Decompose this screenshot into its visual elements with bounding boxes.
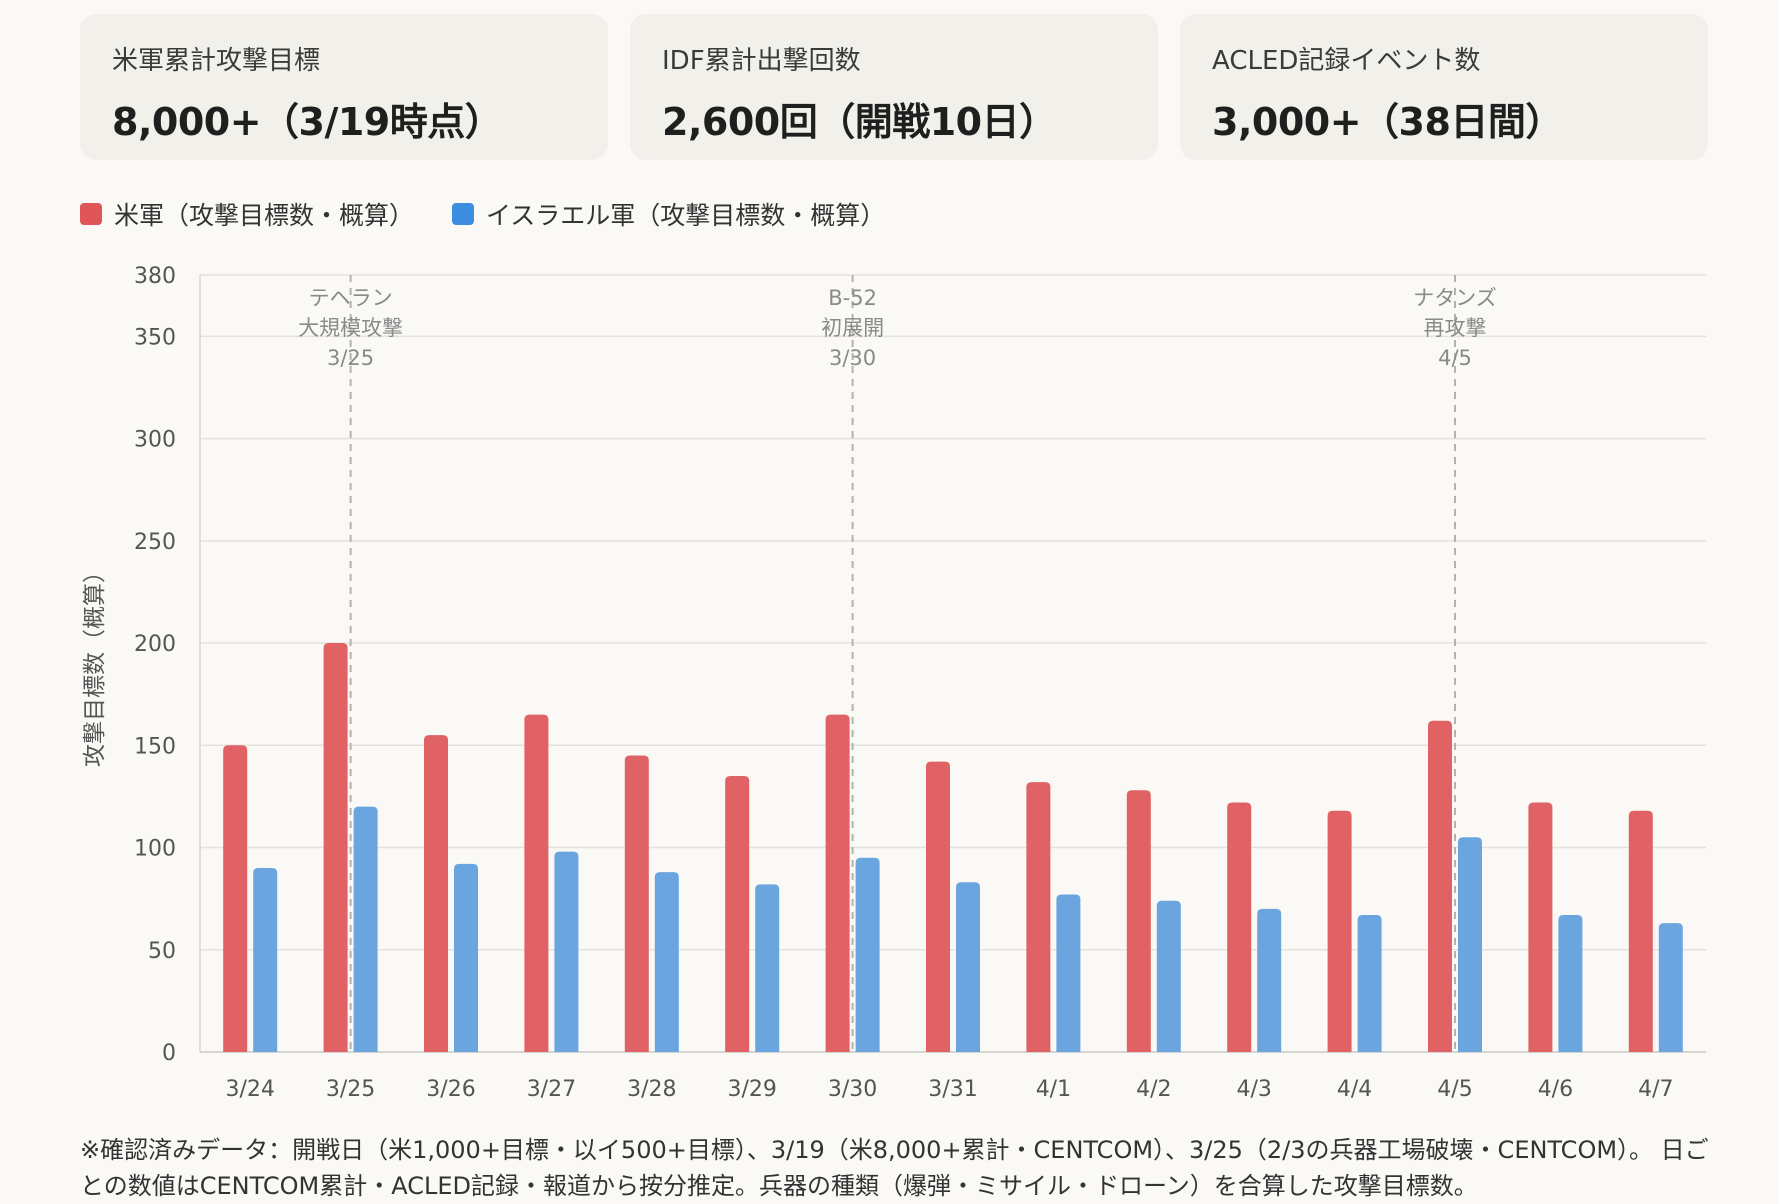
annotation-label: 大規模攻撃 xyxy=(298,316,403,340)
y-tick-label: 380 xyxy=(134,264,176,289)
legend-item-israel[interactable]: イスラエル軍（攻撃目標数・概算） xyxy=(452,196,885,232)
stat-card-label: 米軍累計攻撃目標 xyxy=(112,46,321,76)
bar-israel xyxy=(554,851,579,1052)
y-tick-label: 100 xyxy=(134,837,176,862)
annotation-label: テヘラン xyxy=(309,286,393,310)
bar-chart: 0 50 100 150 200 250 300 350 380 攻撃目標数（概算） テヘラン大規模… xyxy=(82,264,1706,1102)
bar-us xyxy=(1628,810,1653,1052)
x-tick-label: 4/7 xyxy=(1638,1077,1673,1102)
bar-israel xyxy=(1658,923,1683,1052)
x-tick-label: 3/25 xyxy=(326,1077,375,1102)
bar-us xyxy=(223,745,248,1052)
legend-item-us[interactable]: 米軍（攻撃目標数・概算） xyxy=(80,196,414,232)
bar-israel xyxy=(353,806,378,1052)
y-tick-label: 150 xyxy=(134,734,176,759)
chart-legend: 米軍（攻撃目標数・概算） イスラエル軍（攻撃目標数・概算） xyxy=(80,196,923,232)
legend-label-us: 米軍（攻撃目標数・概算） xyxy=(114,201,415,230)
x-tick-label: 4/1 xyxy=(1036,1077,1071,1102)
legend-swatch-us xyxy=(80,203,102,225)
bar-us xyxy=(524,714,549,1052)
x-tick-label: 3/28 xyxy=(627,1077,676,1102)
annotation-label: ナタンズ xyxy=(1413,286,1497,310)
summary-cards: 米軍累計攻撃目標 8,000+（3/19時点） IDF累計出撃回数 2,600回… xyxy=(80,14,1708,160)
x-tick-label: 3/31 xyxy=(928,1077,977,1102)
annotation-label: 4/5 xyxy=(1438,346,1472,370)
bar-israel xyxy=(1056,894,1081,1052)
y-tick-label: 50 xyxy=(148,939,176,964)
x-tick-label: 4/6 xyxy=(1538,1077,1573,1102)
bar-israel xyxy=(253,867,278,1052)
y-tick-label: 350 xyxy=(134,325,176,350)
bar-us xyxy=(1528,802,1553,1052)
stat-card-value: 2,600回（開戦10日） xyxy=(662,100,1057,144)
bar-israel xyxy=(1357,915,1382,1052)
y-tick-label: 200 xyxy=(134,632,176,657)
y-tick-label: 250 xyxy=(134,530,176,555)
x-tick-label: 4/4 xyxy=(1337,1077,1372,1102)
annotation-label: 3/25 xyxy=(327,346,374,370)
x-tick-label: 4/5 xyxy=(1437,1077,1472,1102)
bar-israel xyxy=(1458,837,1482,1052)
stat-card-us-targets: 米軍累計攻撃目標 8,000+（3/19時点） xyxy=(80,14,608,160)
bar-us xyxy=(624,755,649,1052)
stat-card-value: 3,000+（38日間） xyxy=(1212,100,1563,144)
footnote: ※確認済みデータ：開戦日（米1,000+目標・以イ500+目標）、3/19（米8… xyxy=(80,1136,1709,1200)
bar-us xyxy=(725,775,750,1052)
x-tick-label: 3/29 xyxy=(727,1077,776,1102)
bar-us xyxy=(1227,802,1252,1052)
stat-card-acled-events: ACLED記録イベント数 3,000+（38日間） xyxy=(1180,14,1708,160)
bar-israel xyxy=(755,884,780,1052)
x-tick-label: 3/24 xyxy=(225,1077,274,1102)
legend-label-israel: イスラエル軍（攻撃目標数・概算） xyxy=(486,201,886,230)
stat-card-label: ACLED記録イベント数 xyxy=(1212,46,1481,76)
bar-us xyxy=(1126,790,1151,1052)
y-tick-label: 300 xyxy=(134,428,176,453)
bar-us xyxy=(926,761,950,1052)
y-tick-label: 0 xyxy=(162,1041,176,1066)
annotation-label: B-52 xyxy=(828,286,877,310)
stat-card-idf-sorties: IDF累計出撃回数 2,600回（開戦10日） xyxy=(630,14,1158,160)
annotation-label: 再攻撃 xyxy=(1424,316,1487,340)
x-tick-label: 4/2 xyxy=(1136,1077,1171,1102)
x-tick-label: 3/27 xyxy=(527,1077,576,1102)
bar-us xyxy=(825,714,850,1052)
bar-us xyxy=(323,643,348,1052)
bar-us xyxy=(1428,720,1452,1052)
x-tick-label: 3/26 xyxy=(426,1077,475,1102)
x-tick-label: 3/30 xyxy=(828,1077,877,1102)
bar-us xyxy=(424,735,448,1052)
y-axis-label: 攻撃目標数（概算） xyxy=(82,560,108,767)
annotation-label: 3/30 xyxy=(829,346,876,370)
bar-us xyxy=(1026,782,1051,1052)
stat-card-value: 8,000+（3/19時点） xyxy=(112,100,503,144)
bar-israel xyxy=(454,863,478,1052)
bar-israel xyxy=(654,872,679,1052)
bar-israel xyxy=(956,882,980,1052)
annotation-label: 初展開 xyxy=(821,316,884,340)
stat-card-label: IDF累計出撃回数 xyxy=(662,46,861,76)
bar-israel xyxy=(1558,915,1583,1052)
bar-israel xyxy=(855,857,880,1052)
bar-israel xyxy=(1257,908,1282,1052)
x-tick-label: 4/3 xyxy=(1236,1077,1271,1102)
bar-israel xyxy=(1156,900,1181,1052)
bar-us xyxy=(1327,810,1352,1052)
legend-swatch-israel xyxy=(452,203,475,225)
